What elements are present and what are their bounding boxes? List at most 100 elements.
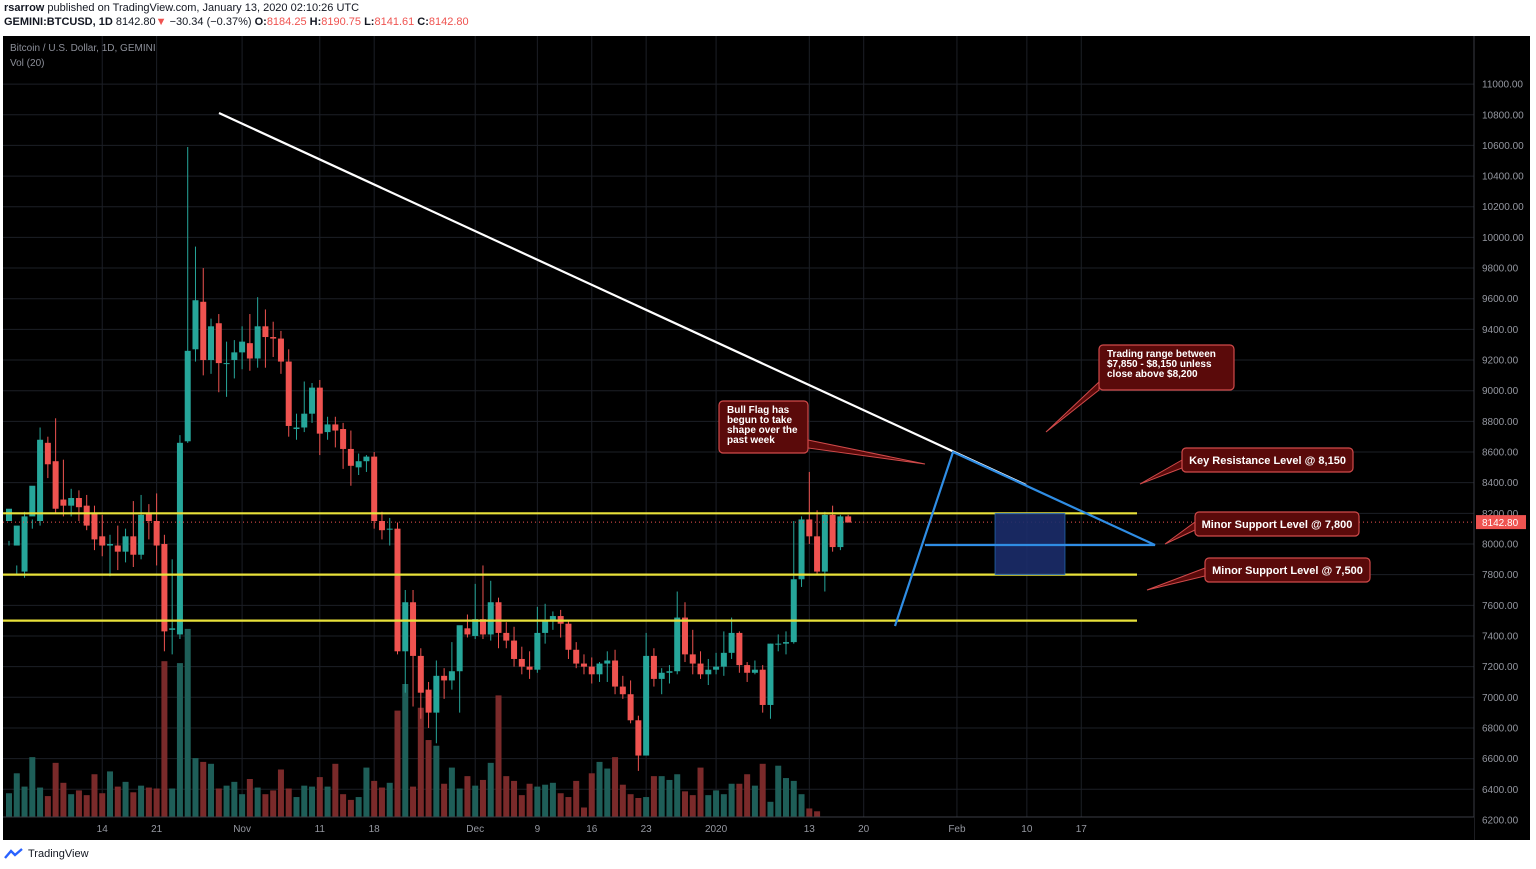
volume-bar — [689, 795, 696, 817]
volume-bar — [44, 796, 51, 817]
candle-body — [736, 632, 743, 666]
candle-body — [759, 669, 766, 705]
volume-bar — [441, 783, 448, 817]
candle-body — [262, 326, 269, 338]
volume-bar — [503, 776, 510, 817]
volume-bar — [332, 763, 339, 817]
price-tick-label: 11000.00 — [1482, 80, 1523, 91]
price-tick-label: 8000.00 — [1482, 539, 1519, 550]
volume-bar — [75, 790, 82, 817]
price-tick-label: 10800.00 — [1482, 110, 1524, 121]
price-tick-label: 6600.00 — [1482, 754, 1519, 765]
volume-bar — [417, 707, 424, 817]
candle-body — [122, 536, 129, 552]
time-tick-label: 9 — [535, 824, 541, 835]
candle-body — [588, 666, 595, 675]
time-tick-label: Nov — [233, 824, 251, 835]
author-name[interactable]: rsarrow — [4, 2, 45, 14]
candle-body — [200, 301, 207, 361]
volume-bar — [231, 781, 238, 817]
volume-bar — [612, 757, 619, 817]
candle-body — [767, 643, 774, 705]
volume-bar — [184, 628, 191, 817]
candle-body — [192, 300, 199, 350]
brand-name[interactable]: TradingView — [28, 848, 89, 860]
volume-bar — [456, 788, 463, 817]
volume-bar — [6, 793, 12, 817]
candle-body — [52, 461, 59, 509]
price-axis[interactable]: 6200.00 6400.00 6600.00 6800.00 7000.00 7200.… — [1473, 36, 1530, 840]
volume-bar — [487, 762, 494, 817]
candle-body — [301, 413, 308, 428]
candle-body — [153, 521, 160, 546]
candle-body — [814, 536, 821, 572]
ohlc-bar: GEMINI:BTCUSD, 1D 8142.80▼ −30.34 (−0.37… — [4, 16, 469, 28]
high-value: 8190.75 — [321, 16, 362, 28]
last-price: 8142.80 — [115, 16, 156, 28]
open-label: O: — [254, 16, 267, 28]
volume-bar — [798, 794, 805, 817]
candle-body — [487, 602, 494, 635]
bull-flag-drawing[interactable] — [893, 450, 1156, 627]
annotation-callout[interactable]: Minor Support Level @ 7,800 — [1164, 511, 1360, 545]
candle-body — [549, 616, 556, 621]
volume-bar — [402, 684, 409, 817]
price-tick-label: 9200.00 — [1482, 356, 1519, 367]
volume-bar — [347, 799, 354, 817]
series-legend: Bitcoin / U.S. Dollar, 1D, GEMINI — [10, 43, 156, 54]
annotation-text: $7,850 - $8,150 unless — [1107, 359, 1212, 370]
candle-body — [580, 663, 587, 667]
candle-body — [790, 579, 797, 643]
price-tick-label: 7000.00 — [1482, 693, 1519, 704]
volume-bar — [309, 786, 316, 817]
volume-bar — [681, 791, 688, 817]
low-label: L: — [364, 16, 375, 28]
volume-bar — [254, 787, 261, 817]
volume-bar — [518, 795, 525, 817]
annotation-callout[interactable]: Trading range between$7,850 - $8,150 unl… — [1045, 344, 1235, 433]
volume-bar — [720, 794, 727, 817]
candle-body — [410, 602, 417, 656]
trend-line[interactable] — [218, 112, 1027, 486]
time-axis[interactable]: 14 21 Nov 11 18 Dec 9 16 23 2020 13 20 Feb 10 17 — [3, 816, 1474, 840]
annotation-callout[interactable]: Key Resistance Level @ 8,150 — [1139, 447, 1354, 485]
candle-body — [254, 326, 261, 359]
annotation-callout[interactable]: Minor Support Level @ 7,500 — [1146, 557, 1371, 591]
volume-bar — [37, 787, 44, 817]
candle-body — [394, 528, 401, 652]
price-tick-label: 6200.00 — [1482, 815, 1519, 826]
time-axis-bg — [3, 817, 1474, 840]
volume-bar — [464, 776, 471, 817]
candle-body — [169, 628, 176, 630]
candle-body — [83, 505, 90, 526]
publish-info: rsarrow published on TradingView.com, Ja… — [4, 2, 359, 14]
volume-bar — [285, 788, 292, 817]
candle-body — [627, 694, 634, 721]
volume-bar — [425, 740, 432, 817]
time-tick-label: 11 — [315, 824, 326, 835]
candle-body — [448, 671, 455, 681]
annotation-text: Trading range between — [1107, 349, 1216, 360]
volume-bar — [208, 763, 215, 817]
candle-body — [650, 655, 657, 679]
time-tick-label: 20 — [858, 824, 870, 835]
price-tick-label: 10600.00 — [1482, 141, 1524, 152]
volume-bar — [674, 774, 681, 817]
price-chart[interactable]: Trading range between$7,850 - $8,150 unl… — [0, 34, 1536, 840]
down-arrow-icon: ▼ — [155, 16, 167, 28]
candle-body — [114, 545, 121, 552]
candle-body — [464, 628, 471, 635]
last-price-badge — [1476, 515, 1526, 530]
candle-body — [643, 655, 650, 756]
volume-bar — [650, 776, 657, 817]
annotation-text: Minor Support Level @ 7,500 — [1212, 565, 1363, 577]
candle-body — [472, 619, 479, 636]
candle-body — [635, 720, 642, 756]
volume-bar — [301, 785, 308, 817]
price-tick-label: 8600.00 — [1482, 448, 1519, 459]
candle-body — [176, 442, 183, 635]
volume-bar — [239, 794, 246, 817]
candle-body — [347, 448, 354, 466]
volume-bar — [751, 785, 758, 817]
